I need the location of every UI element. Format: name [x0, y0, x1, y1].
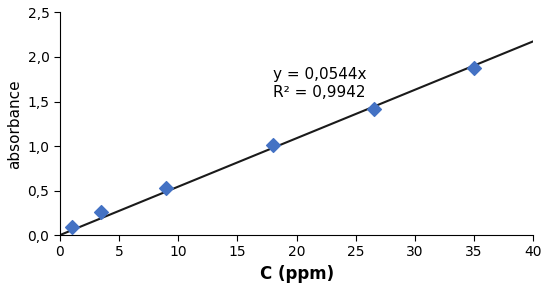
Point — [268, 143, 277, 147]
Point — [470, 65, 479, 70]
Text: y = 0,0544x
R² = 0,9942: y = 0,0544x R² = 0,9942 — [273, 68, 366, 100]
X-axis label: C (ppm): C (ppm) — [260, 265, 334, 283]
Point — [162, 186, 171, 190]
Point — [68, 225, 76, 229]
Point — [97, 210, 106, 214]
Y-axis label: absorbance: absorbance — [7, 79, 22, 168]
Point — [369, 106, 378, 111]
